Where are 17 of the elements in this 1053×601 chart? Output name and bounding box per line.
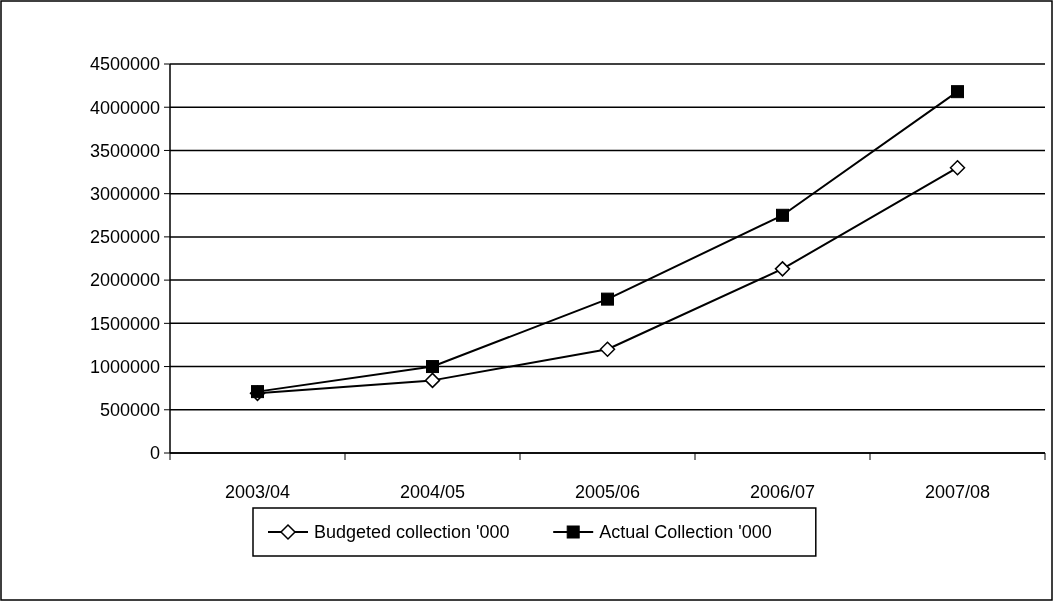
y-tick-label: 1000000 bbox=[89, 356, 160, 377]
legend-label: Actual Collection '000 bbox=[599, 522, 772, 542]
x-tick-label: 2006/07 bbox=[749, 482, 816, 502]
y-tick-label: 0 bbox=[149, 443, 160, 464]
y-tick-label: 4500000 bbox=[89, 54, 160, 75]
y-tick-label: 500000 bbox=[99, 400, 160, 421]
y-tick-label: 1500000 bbox=[89, 313, 160, 334]
y-tick-label: 3000000 bbox=[89, 183, 160, 204]
x-tick-label: 2003/04 bbox=[224, 482, 291, 502]
y-tick-label: 2000000 bbox=[89, 270, 160, 291]
y-tick-label: 4000000 bbox=[89, 97, 160, 118]
x-tick-label: 2005/06 bbox=[574, 482, 641, 502]
legend-label: Budgeted collection '000 bbox=[314, 522, 510, 542]
y-tick-label: 2500000 bbox=[89, 227, 160, 248]
y-tick-label: 3500000 bbox=[89, 140, 160, 161]
x-tick-label: 2004/05 bbox=[399, 482, 466, 502]
x-tick-label: 2007/08 bbox=[924, 482, 991, 502]
